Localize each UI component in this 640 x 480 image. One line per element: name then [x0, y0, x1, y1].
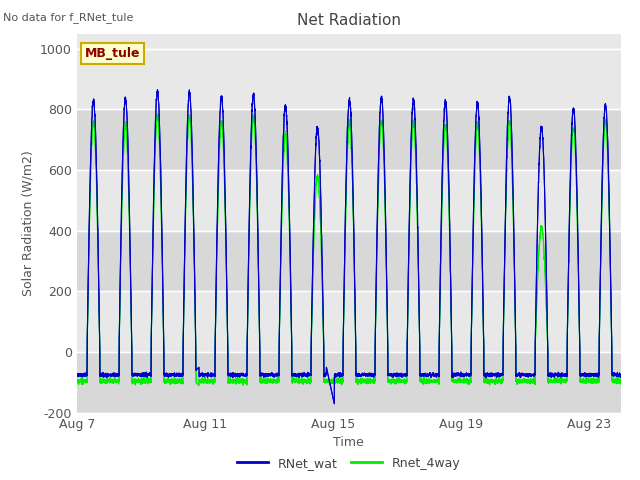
Legend: RNet_wat, Rnet_4way: RNet_wat, Rnet_4way — [232, 452, 466, 475]
Bar — [77, 49, 621, 109]
Bar — [77, 170, 621, 231]
Bar — [77, 231, 621, 291]
Title: Net Radiation: Net Radiation — [297, 13, 401, 28]
Bar — [77, 352, 621, 413]
X-axis label: Time: Time — [333, 436, 364, 449]
Text: No data for f_RNet_tule: No data for f_RNet_tule — [3, 12, 134, 23]
Y-axis label: Solar Radiation (W/m2): Solar Radiation (W/m2) — [22, 150, 35, 296]
Bar — [77, 291, 621, 352]
Bar — [77, 109, 621, 170]
Text: MB_tule: MB_tule — [85, 47, 140, 60]
